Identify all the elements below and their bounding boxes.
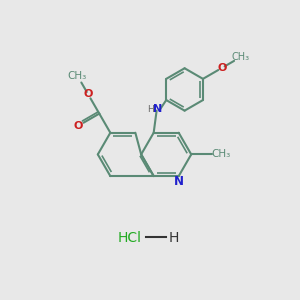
Text: H: H [168, 231, 179, 245]
Text: O: O [83, 89, 93, 99]
Text: CH₃: CH₃ [68, 70, 87, 81]
Text: CH₃: CH₃ [212, 149, 231, 159]
Text: N: N [154, 104, 163, 114]
Text: HCl: HCl [117, 231, 141, 245]
Text: O: O [218, 63, 227, 73]
Text: H: H [147, 105, 154, 114]
Text: O: O [74, 121, 83, 131]
Text: N: N [174, 175, 184, 188]
Text: CH₃: CH₃ [232, 52, 250, 62]
